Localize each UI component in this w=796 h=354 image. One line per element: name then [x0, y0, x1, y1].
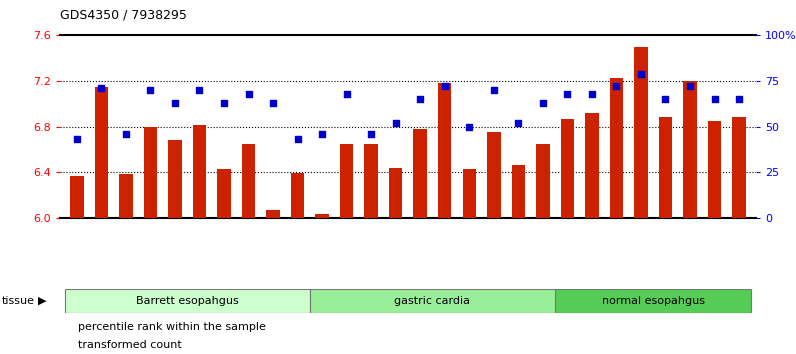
Bar [267, 210, 280, 218]
Bar [365, 144, 378, 218]
Point [217, 100, 230, 106]
Point [537, 100, 549, 106]
Point [708, 96, 721, 102]
Point [169, 100, 181, 106]
Text: transformed count: transformed count [78, 340, 181, 350]
Point [586, 91, 599, 97]
Bar [389, 167, 403, 218]
Bar [291, 173, 304, 218]
Bar [634, 47, 648, 218]
Text: GDS4350 / 7938295: GDS4350 / 7938295 [60, 9, 186, 22]
Bar [193, 125, 206, 218]
Bar [560, 119, 574, 218]
Text: Barrett esopahgus: Barrett esopahgus [136, 296, 239, 306]
Point [561, 91, 574, 97]
Text: ▶: ▶ [38, 296, 47, 306]
Bar [70, 176, 84, 218]
Text: gastric cardia: gastric cardia [395, 296, 470, 306]
Bar [242, 144, 256, 218]
Bar [64, 289, 310, 313]
Bar [512, 165, 525, 218]
Point [512, 120, 525, 126]
Point [439, 84, 451, 89]
Bar [487, 132, 501, 218]
Point [119, 131, 132, 137]
Bar [340, 144, 353, 218]
Bar [310, 289, 555, 313]
Point [463, 124, 476, 130]
Bar [585, 113, 599, 218]
Bar [536, 144, 549, 218]
Bar [413, 129, 427, 218]
Bar [144, 127, 157, 218]
Bar [732, 118, 746, 218]
Bar [659, 118, 672, 218]
Bar [555, 289, 751, 313]
Bar [315, 214, 329, 218]
Text: normal esopahgus: normal esopahgus [602, 296, 704, 306]
Point [487, 87, 500, 93]
Point [193, 87, 206, 93]
Point [71, 137, 84, 142]
Point [365, 131, 377, 137]
Bar [168, 140, 181, 218]
Bar [462, 169, 476, 218]
Bar [217, 169, 231, 218]
Point [242, 91, 255, 97]
Point [634, 71, 647, 76]
Point [291, 137, 304, 142]
Bar [683, 81, 696, 218]
Bar [119, 175, 133, 218]
Bar [95, 87, 108, 218]
Point [610, 84, 622, 89]
Point [684, 84, 696, 89]
Text: tissue: tissue [2, 296, 34, 306]
Point [389, 120, 402, 126]
Point [267, 100, 279, 106]
Point [144, 87, 157, 93]
Bar [610, 78, 623, 218]
Text: percentile rank within the sample: percentile rank within the sample [78, 322, 266, 332]
Point [316, 131, 329, 137]
Point [95, 85, 107, 91]
Point [732, 96, 745, 102]
Point [414, 96, 427, 102]
Bar [438, 83, 451, 218]
Point [340, 91, 353, 97]
Point [659, 96, 672, 102]
Bar [708, 121, 721, 218]
